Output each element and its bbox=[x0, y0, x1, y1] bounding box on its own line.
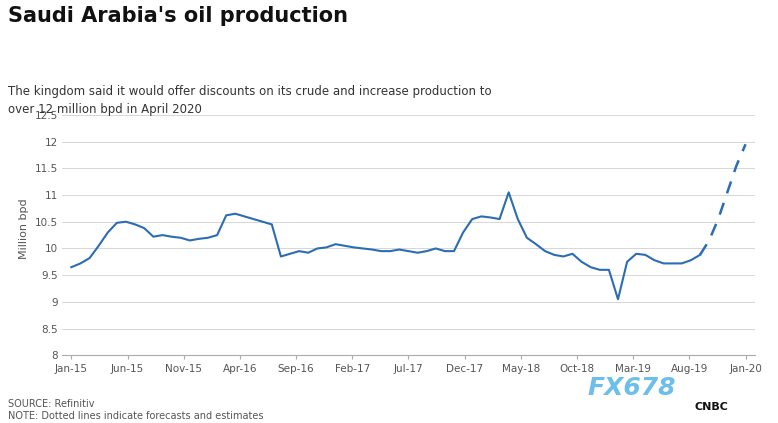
Y-axis label: Million bpd: Million bpd bbox=[19, 198, 30, 259]
Text: Saudi Arabia's oil production: Saudi Arabia's oil production bbox=[8, 6, 348, 26]
Text: FX678: FX678 bbox=[587, 376, 676, 400]
Text: CNBC: CNBC bbox=[695, 402, 729, 412]
Text: SOURCE: Refinitiv
NOTE: Dotted lines indicate forecasts and estimates: SOURCE: Refinitiv NOTE: Dotted lines ind… bbox=[8, 399, 263, 421]
Text: The kingdom said it would offer discounts on its crude and increase production t: The kingdom said it would offer discount… bbox=[8, 85, 492, 115]
